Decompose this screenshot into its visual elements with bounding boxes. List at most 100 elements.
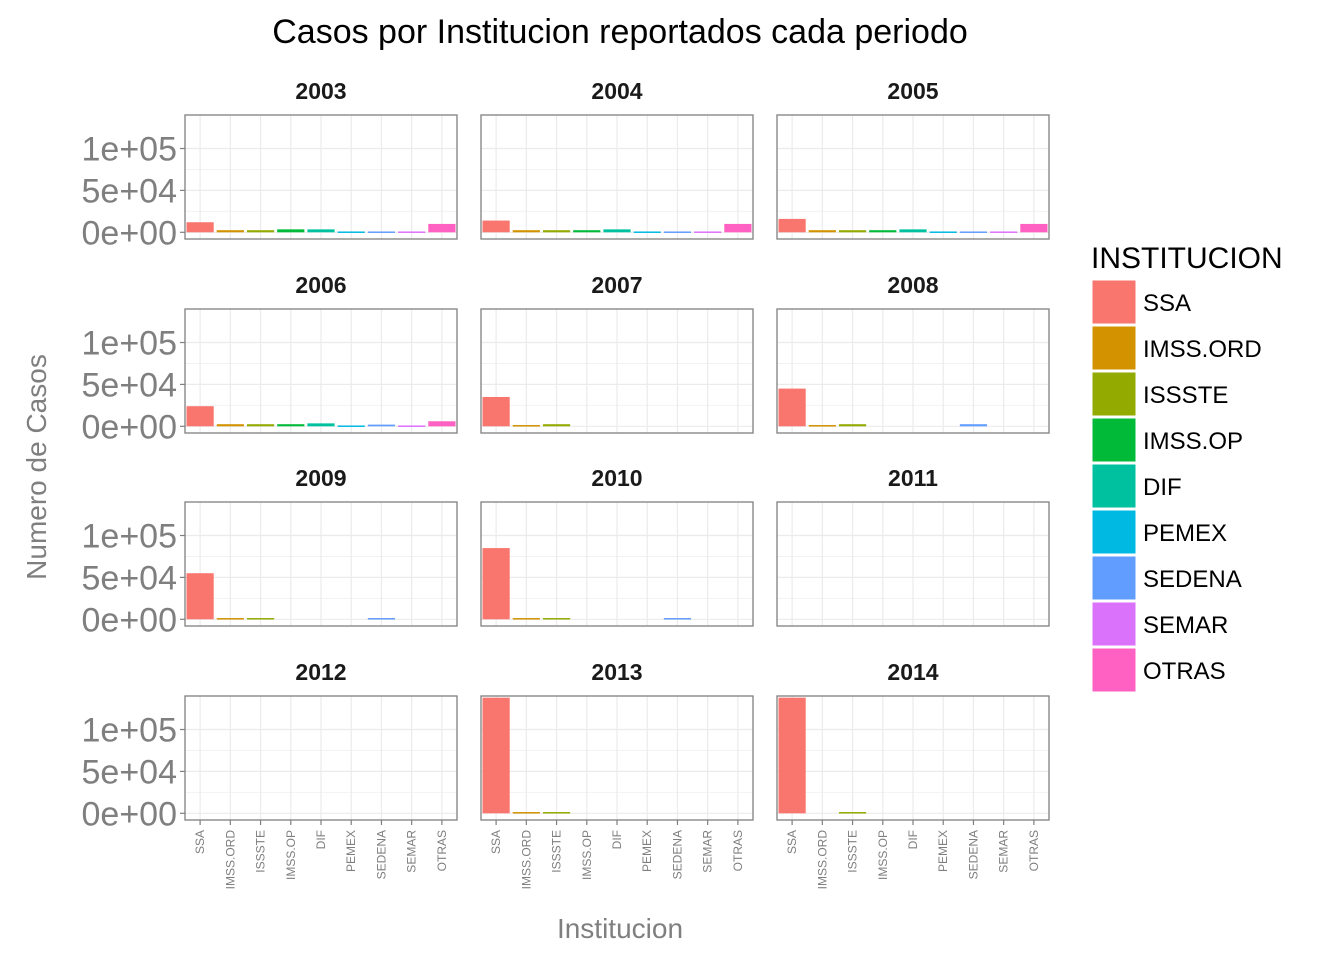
facet-label: 2010 [591,465,642,491]
legend-label: IMSS.ORD [1143,336,1262,363]
bar-2003-IMSS.ORD [216,230,244,233]
y-tick-label: 0e+00 [82,214,178,252]
bar-2004-IMSS.OP [573,230,601,233]
bar-2004-PEMEX [633,231,661,233]
bar-2006-PEMEX [337,425,365,427]
bar-2005-SSA [778,218,806,233]
bar-2014-SSA [778,697,806,814]
bar-2003-IMSS.OP [277,229,305,233]
legend-item-otras: OTRAS [1090,646,1226,694]
bar-2006-IMSS.OP [277,424,305,427]
facet-label: 2005 [887,78,938,104]
bar-2010-ISSSTE [542,618,571,620]
legend-swatch [1091,601,1137,647]
x-tick-label: PEMEX [640,830,654,872]
y-tick-label: 0e+00 [82,795,178,833]
legend-title: INSTITUCION [1091,242,1283,275]
bar-2009-SEDENA [367,618,396,620]
facet-panel-2008: 2008 [776,272,1050,434]
x-tick-label: SSA [489,830,503,854]
panel-border [480,114,754,240]
y-tick-label: 0e+00 [82,408,178,446]
legend-swatch [1091,371,1137,417]
bar-2009-IMSS.ORD [216,618,244,620]
bar-2005-SEMAR [990,231,1018,233]
bar-2003-SEDENA [367,231,396,233]
bar-2013-ISSSTE [542,812,571,814]
bar-2010-SEDENA [663,618,692,620]
panel-border [480,308,754,434]
facet-label: 2008 [887,272,938,298]
legend-item-pemex: PEMEX [1090,508,1227,556]
x-axis-title: Institucion [557,913,683,944]
y-tick-label: 5e+04 [82,366,178,404]
bar-2004-OTRAS [724,223,752,233]
y-tick-label: 1e+05 [82,518,178,556]
x-tick-label: OTRAS [435,830,449,871]
legend-label: SEMAR [1143,612,1228,639]
x-tick-label: IMSS.OP [876,830,890,880]
bar-2007-SSA [482,396,510,427]
legend-swatch [1091,325,1137,371]
legend-swatch [1091,509,1137,555]
legend-item-dif: DIF [1090,462,1182,510]
bar-2005-PEMEX [929,231,957,233]
facet-label: 2014 [887,659,938,685]
x-tick-label: PEMEX [936,830,950,872]
bar-2003-DIF [307,229,335,233]
bar-2003-OTRAS [428,223,456,233]
legend: INSTITUCION SSA IMSS.ORD ISSSTE IMSS.OP DIF P… [1090,242,1283,694]
bar-2005-IMSS.OP [869,230,897,233]
legend-item-issste: ISSSTE [1090,370,1228,418]
x-tick-label: IMSS.OP [580,830,594,880]
bar-2005-ISSSTE [838,230,867,233]
bar-2006-ISSSTE [246,424,275,427]
bar-2005-OTRAS [1020,223,1048,233]
bar-2006-SEMAR [398,425,426,427]
y-tick-label: 5e+04 [82,172,178,210]
bar-2003-ISSSTE [246,230,275,233]
legend-item-imss-op: IMSS.OP [1090,416,1243,464]
facet-panel-2007: 2007 [480,272,754,434]
bar-2004-IMSS.ORD [512,230,540,233]
facet-panel-2004: 2004 [480,78,754,240]
y-tick-label: 1e+05 [82,712,178,750]
legend-label: DIF [1143,474,1182,501]
facet-label: 2013 [591,659,642,685]
x-tick-label: DIF [610,830,624,849]
bar-2009-SSA [186,573,214,620]
bar-2007-IMSS.ORD [512,425,540,427]
facet-label: 2006 [295,272,346,298]
x-tick-label: IMSS.ORD [223,830,237,890]
bar-2008-IMSS.ORD [808,425,836,427]
panel-border [480,501,754,627]
legend-label: PEMEX [1143,520,1227,547]
y-tick-label: 5e+04 [82,753,178,791]
bar-2007-ISSSTE [542,424,571,427]
x-tick-label: DIF [906,830,920,849]
x-tick-label: SSA [193,830,207,854]
facet-label: 2012 [295,659,346,685]
panel-border [776,501,1050,627]
legend-label: SEDENA [1143,566,1242,593]
bar-2008-ISSSTE [838,424,867,427]
x-tick-label: SEDENA [670,830,684,879]
x-tick-label: ISSSTE [846,830,860,873]
legend-item-sedena: SEDENA [1090,554,1242,602]
legend-item-ssa: SSA [1090,278,1191,326]
facet-panel-2013: 2013 SSA IMSS.ORD ISSSTE IMSS.OP DIF PEMEX SEDE… [480,659,754,889]
y-tick-label: 1e+05 [82,325,178,363]
bar-2005-SEDENA [959,231,988,233]
x-tick-label: SEMAR [997,830,1011,873]
bar-2004-SEDENA [663,231,692,233]
bar-2008-SSA [778,388,806,427]
panel-border [184,114,458,240]
bar-2006-SSA [186,406,214,427]
facet-panel-2005: 2005 [776,78,1050,240]
panel-border [184,308,458,434]
legend-item-semar: SEMAR [1090,600,1228,648]
legend-swatch [1091,555,1137,601]
y-tick-label: 0e+00 [82,601,178,639]
